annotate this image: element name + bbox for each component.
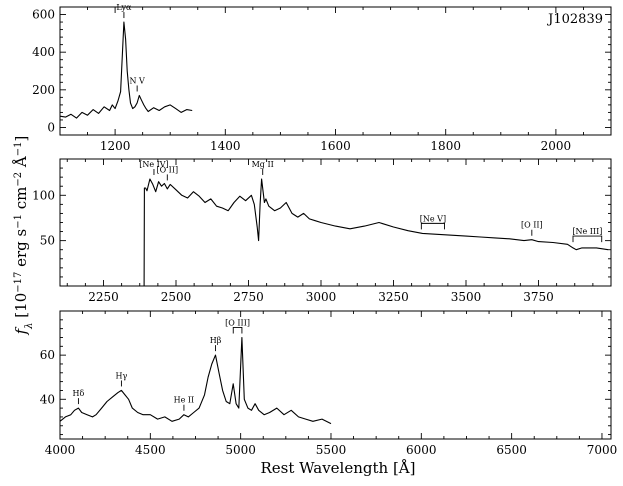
annotation-h: Hγ bbox=[116, 371, 128, 380]
x-tick-label: 4000 bbox=[45, 443, 76, 457]
annotation-h: Hβ bbox=[210, 336, 222, 345]
annotation-o-ii: [O II] bbox=[156, 165, 178, 174]
x-tick-label: 2500 bbox=[161, 290, 192, 304]
x-axis-label: Rest Wavelength [Å] bbox=[260, 459, 415, 477]
panel-3: 4000 4500 5000 5500 6000 6500 7000 40 60 Hδ Hγ He I… bbox=[40, 310, 618, 457]
x-tick-label: 4500 bbox=[135, 443, 166, 457]
annotation-bracket-ne-iii bbox=[572, 235, 603, 243]
y-tick-label: 0 bbox=[47, 120, 55, 134]
annotation-ne-iii: [Ne III] bbox=[572, 227, 602, 236]
x-tick-label: 5000 bbox=[225, 443, 256, 457]
y-tick-label: 100 bbox=[32, 188, 55, 202]
annotation-n-v: N V bbox=[129, 76, 145, 85]
x-tick-label: 2250 bbox=[88, 290, 119, 304]
x-tick-label: 7000 bbox=[587, 443, 618, 457]
panel-frame-1 bbox=[59, 6, 612, 136]
panel-1: 1200 1400 1600 1800 2000 0 200 400 600 J102839 Lyα… bbox=[32, 3, 612, 153]
x-tick-label: 2750 bbox=[233, 290, 264, 304]
y-tick-label: 40 bbox=[40, 392, 55, 406]
x-tick-label: 3750 bbox=[523, 290, 554, 304]
panel-frame-3 bbox=[59, 310, 612, 440]
spectrum-line-1 bbox=[60, 21, 193, 119]
x-tick-label: 3250 bbox=[378, 290, 409, 304]
x-tick-label: 3000 bbox=[306, 290, 337, 304]
annotation-mg-ii: Mg II bbox=[252, 160, 274, 169]
x-tick-label: 2000 bbox=[541, 139, 572, 153]
spectrum-line-2 bbox=[143, 178, 609, 286]
annotation-he-ii: He II bbox=[174, 396, 195, 405]
x-tick-label: 6500 bbox=[496, 443, 527, 457]
annotation-o-iii: [O III] bbox=[225, 318, 250, 327]
annotation-o-ii: [O II] bbox=[521, 221, 543, 230]
x-tick-label: 3500 bbox=[451, 290, 482, 304]
panels-layer: 1200 1400 1600 1800 2000 0 200 400 600 J102839 Lyα… bbox=[32, 3, 617, 457]
object-name: J102839 bbox=[546, 12, 603, 27]
y-tick-label: 400 bbox=[32, 45, 55, 59]
y-tick-label: 200 bbox=[32, 83, 55, 97]
x-tick-label: 5500 bbox=[316, 443, 347, 457]
y-tick-label: 60 bbox=[40, 348, 55, 362]
y-axis-label: fλ [10−17 erg s−1 cm−2 Å−1] bbox=[12, 136, 35, 336]
panel-2: 2250 2500 2750 3000 3250 3500 3750 50 100 [Ne IV]… bbox=[32, 158, 612, 304]
annotation-h: Hδ bbox=[73, 389, 85, 398]
x-tick-label: 1800 bbox=[430, 139, 461, 153]
annotation-bracket-ne-v bbox=[420, 222, 445, 230]
annotation-ne-v: [Ne V] bbox=[420, 214, 446, 223]
annotation-ly: Lyα bbox=[116, 3, 132, 12]
x-tick-label: 1400 bbox=[210, 139, 241, 153]
annotation-bracket-o-iii bbox=[232, 327, 243, 334]
spectrum-line-3 bbox=[60, 336, 332, 425]
x-tick-label: 6000 bbox=[406, 443, 437, 457]
y-tick-label: 600 bbox=[32, 8, 55, 22]
x-tick-label: 1600 bbox=[320, 139, 351, 153]
x-tick-label: 1200 bbox=[100, 139, 131, 153]
annotation-ne-iv: [Ne IV] bbox=[139, 160, 168, 169]
y-tick-label: 50 bbox=[40, 234, 55, 248]
